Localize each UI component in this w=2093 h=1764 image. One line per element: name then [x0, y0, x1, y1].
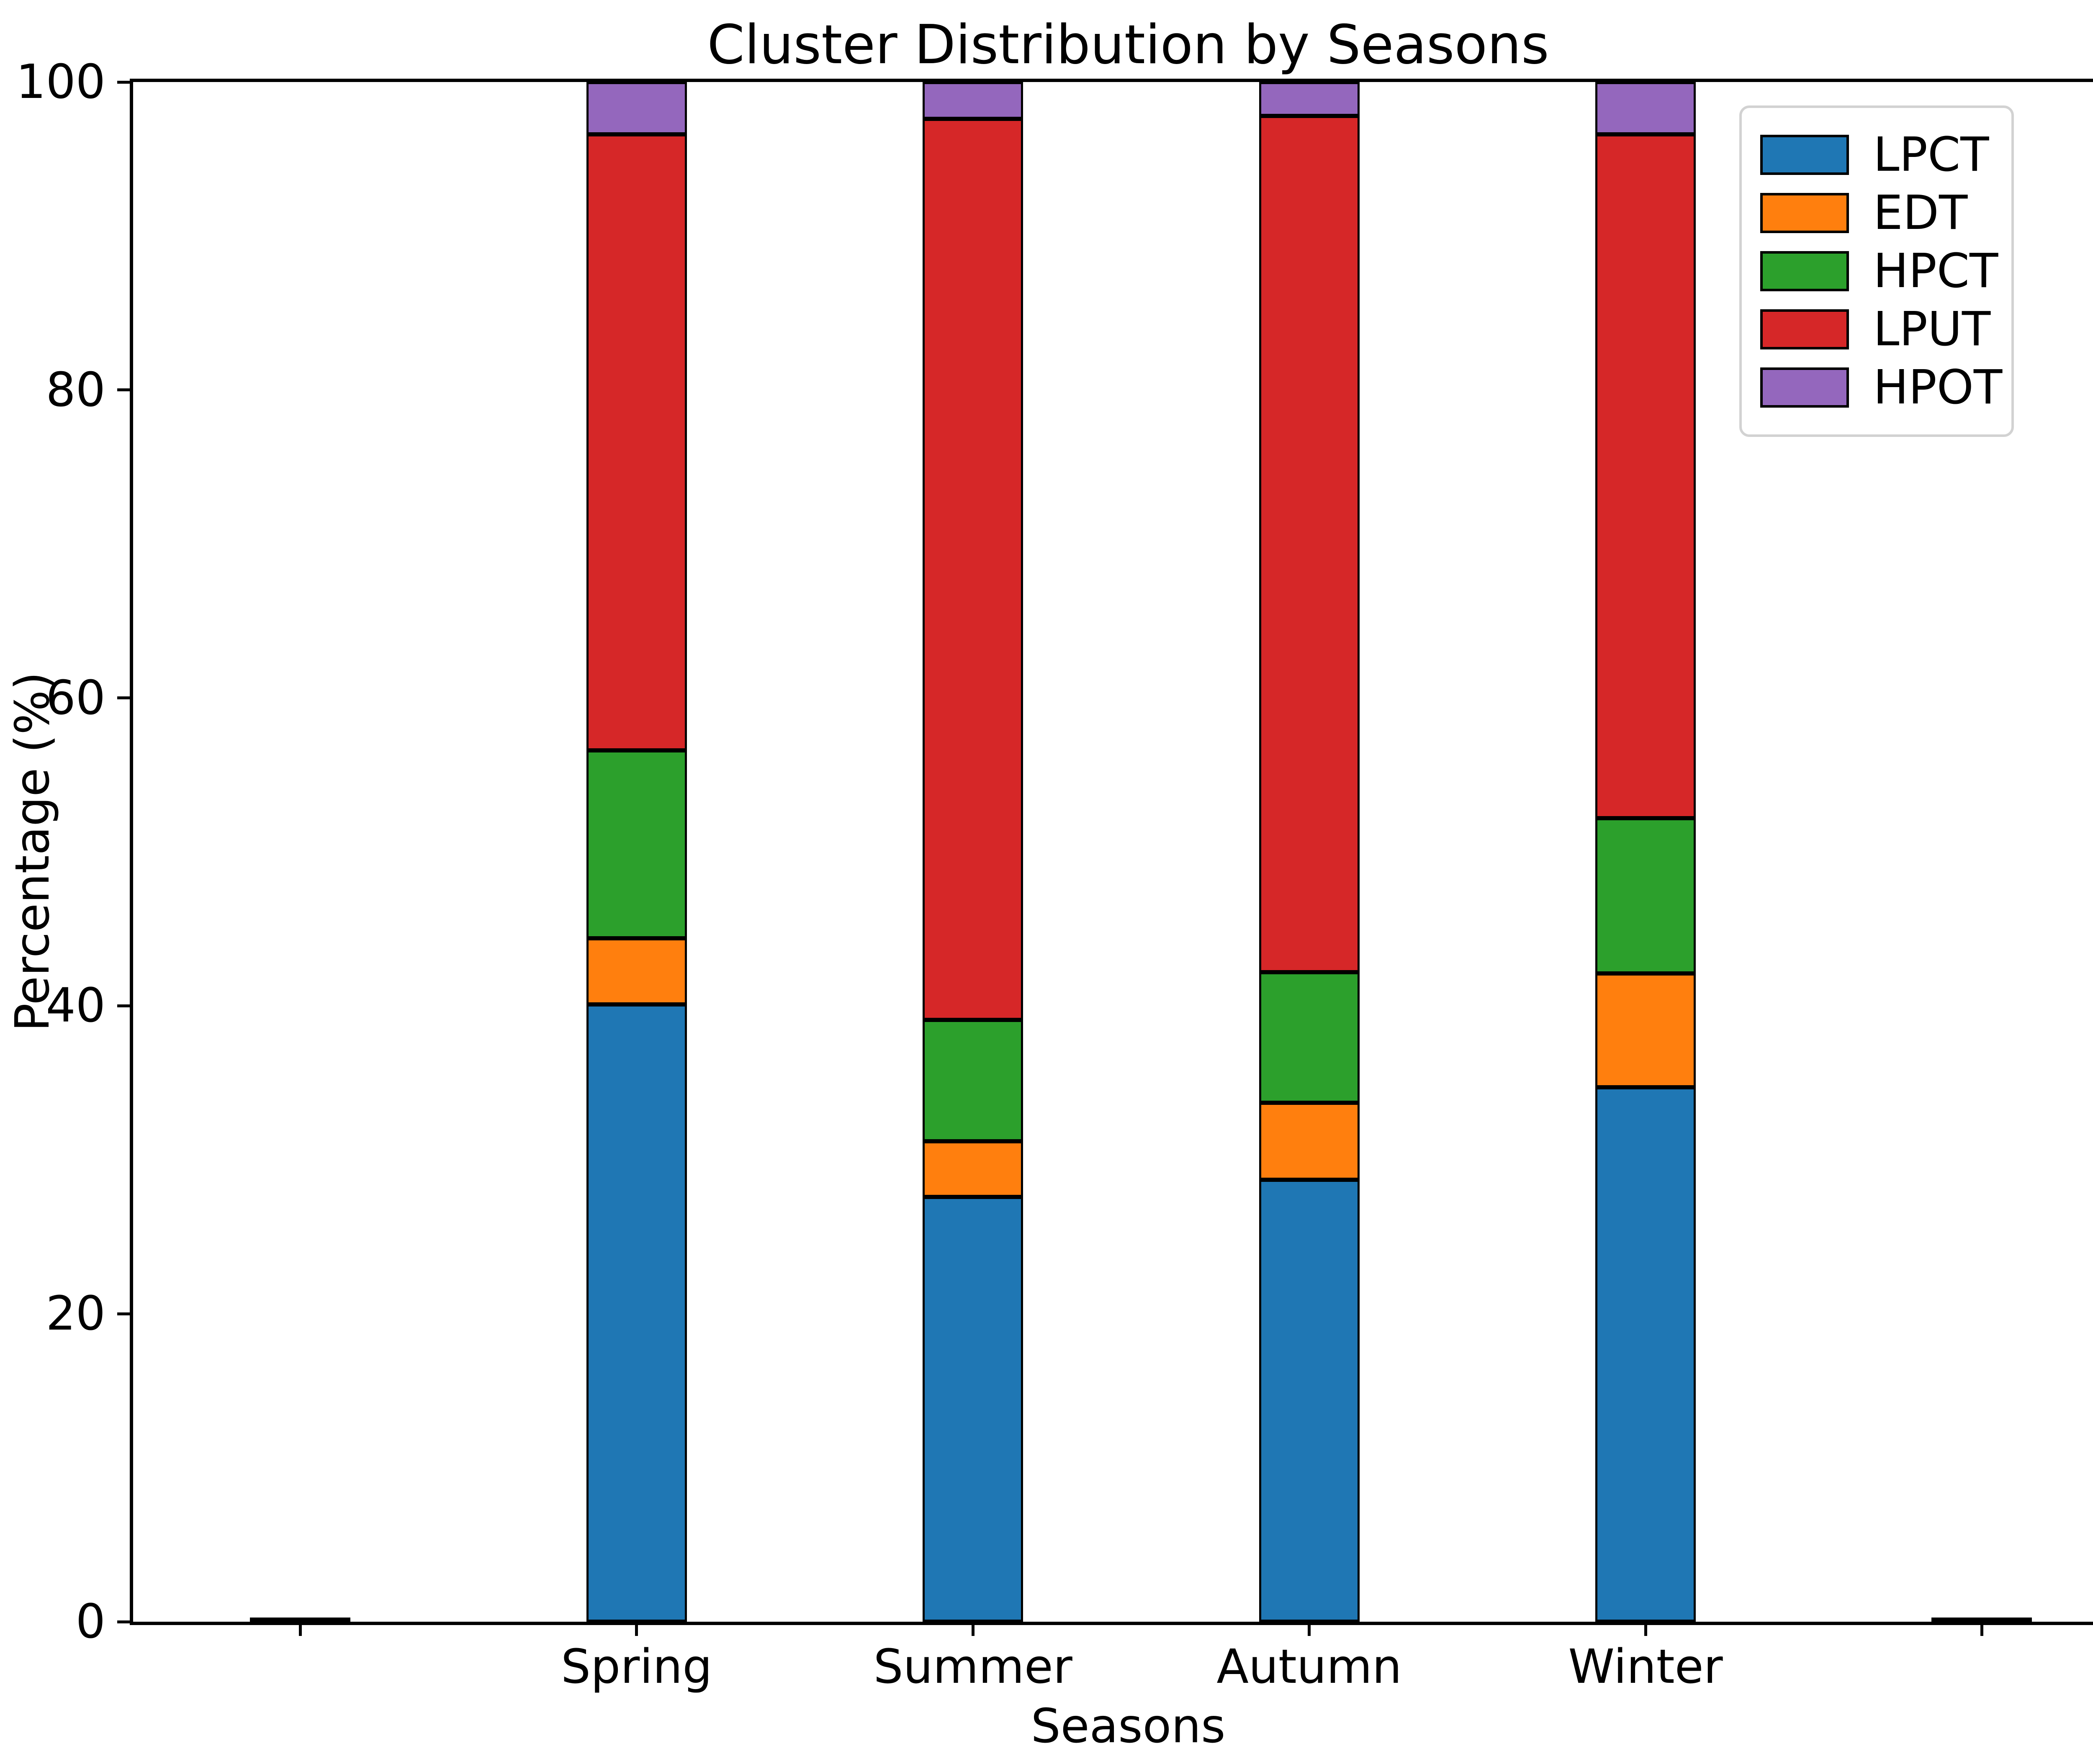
y-tick-mark-60 — [117, 696, 130, 700]
bar-segment-edt-empty-5 — [1931, 1620, 2032, 1621]
legend-label-hpot: HPOT — [1873, 360, 2003, 415]
y-tick-label-100: 100 — [16, 55, 105, 109]
bar-segment-edt-spring — [586, 938, 687, 1004]
x-tick-label-autumn: Autumn — [1216, 1640, 1402, 1694]
bar-segment-hpct-winter — [1595, 818, 1696, 974]
bar-segment-hpot-summer — [923, 82, 1023, 119]
bar-segment-edt-winter — [1595, 973, 1696, 1088]
y-tick-label-40: 40 — [46, 978, 105, 1033]
legend-swatch-edt — [1760, 193, 1849, 233]
legend-row-hpot: HPOT — [1760, 364, 2002, 411]
y-axis-label: Percentage (%) — [5, 672, 60, 1032]
bar-segment-hpct-autumn — [1259, 972, 1360, 1103]
legend: LPCT EDT HPCT LPUT HPOT — [1739, 105, 2014, 437]
bar-segment-lput-winter — [1595, 134, 1696, 818]
bar-segment-lput-spring — [586, 134, 687, 750]
legend-swatch-lpct — [1760, 135, 1849, 175]
legend-label-edt: EDT — [1873, 186, 1968, 240]
legend-row-edt: EDT — [1760, 190, 1993, 236]
legend-row-lput: LPUT — [1760, 306, 1993, 353]
y-tick-mark-20 — [117, 1312, 130, 1315]
x-tick-mark-4 — [1644, 1623, 1647, 1636]
x-tick-label-summer: Summer — [873, 1640, 1072, 1694]
x-tick-label-winter: Winter — [1568, 1640, 1723, 1694]
legend-label-lput: LPUT — [1873, 302, 1991, 357]
legend-swatch-lput — [1760, 309, 1849, 349]
y-tick-label-80: 80 — [46, 362, 105, 417]
bar-segment-hpct-empty-5 — [1931, 1619, 2032, 1620]
chart-title: Cluster Distribution by Seasons — [707, 14, 1549, 76]
bar-autumn — [1259, 82, 1360, 1622]
bar-segment-edt-empty-0 — [250, 1620, 351, 1621]
bar-segment-lput-empty-5 — [1931, 1618, 2032, 1619]
bar-segment-lpct-summer — [923, 1197, 1023, 1622]
x-axis-label: Seasons — [1031, 1699, 1226, 1754]
y-tick-mark-80 — [117, 388, 130, 392]
bar-segment-lpct-empty-5 — [1931, 1621, 2032, 1622]
y-tick-label-20: 20 — [46, 1286, 105, 1341]
bar-segment-lput-empty-0 — [250, 1618, 351, 1619]
x-tick-mark-1 — [635, 1623, 638, 1636]
bar-empty-0 — [250, 82, 351, 1622]
bar-segment-edt-summer — [923, 1141, 1023, 1197]
bar-segment-hpct-empty-0 — [250, 1619, 351, 1620]
x-tick-mark-5 — [1980, 1623, 1983, 1636]
legend-swatch-hpot — [1760, 367, 1849, 408]
legend-row-lpct: LPCT — [1760, 131, 1993, 178]
bar-segment-edt-autumn — [1259, 1103, 1360, 1180]
bar-segment-hpot-autumn — [1259, 82, 1360, 116]
bar-segment-hpct-summer — [923, 1019, 1023, 1142]
legend-label-hpct: HPCT — [1873, 244, 1998, 298]
y-tick-label-0: 0 — [75, 1595, 105, 1649]
legend-label-lpct: LPCT — [1873, 128, 1989, 182]
bar-segment-lpct-autumn — [1259, 1180, 1360, 1622]
bar-segment-lpct-spring — [586, 1004, 687, 1622]
bar-spring — [586, 82, 687, 1622]
bar-segment-lpct-winter — [1595, 1087, 1696, 1622]
legend-row-hpct: HPCT — [1760, 248, 1998, 295]
x-tick-mark-2 — [971, 1623, 975, 1636]
x-tick-mark-3 — [1308, 1623, 1311, 1636]
bar-segment-lput-autumn — [1259, 116, 1360, 972]
bar-segment-lpct-empty-0 — [250, 1621, 351, 1622]
bar-segment-hpot-winter — [1595, 82, 1696, 135]
y-tick-label-60: 60 — [46, 670, 105, 725]
legend-swatch-hpct — [1760, 251, 1849, 291]
y-tick-mark-100 — [117, 80, 130, 84]
bar-summer — [923, 82, 1023, 1622]
bar-segment-lput-summer — [923, 119, 1023, 1020]
bar-empty-5 — [1931, 82, 2032, 1622]
bar-winter — [1595, 82, 1696, 1622]
bar-segment-hpot-spring — [586, 82, 687, 135]
x-tick-label-spring: Spring — [561, 1640, 712, 1694]
bar-segment-hpct-spring — [586, 750, 687, 938]
y-tick-mark-40 — [117, 1004, 130, 1007]
y-tick-mark-0 — [117, 1620, 130, 1623]
bars-layer — [133, 82, 2093, 1622]
x-tick-mark-0 — [298, 1623, 302, 1636]
